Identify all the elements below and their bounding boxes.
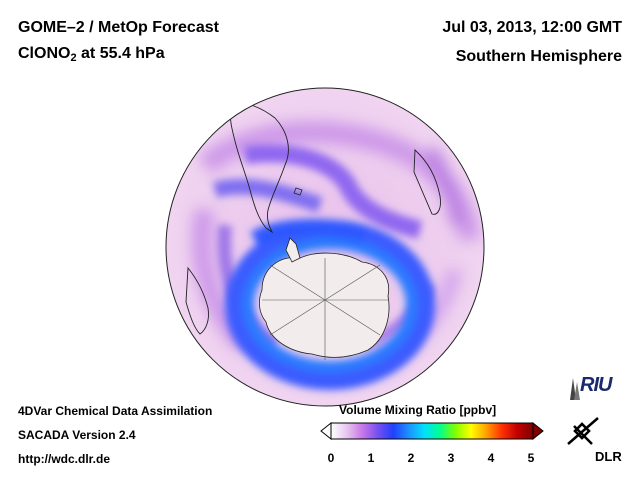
- product-title: GOME–2 / MetOp Forecast: [18, 19, 219, 36]
- globe-outline: [165, 87, 485, 407]
- pressure-level: at 55.4 hPa: [76, 45, 165, 62]
- dlr-logo-icon: [567, 417, 599, 445]
- footer-method: 4DVar Chemical Data Assimilation: [18, 404, 213, 418]
- colorbar-tick-label: 1: [367, 451, 375, 465]
- colorbar-tick-label: 4: [487, 451, 495, 465]
- south-america-outline: [229, 103, 289, 234]
- africa-outline: [413, 149, 441, 215]
- species-name: ClONO: [18, 45, 71, 62]
- colorbar-scale: [330, 422, 534, 440]
- colorbar-tick-label: 3: [447, 451, 455, 465]
- colorbar-tick-label: 5: [527, 451, 535, 465]
- footer-version: SACADA Version 2.4: [18, 428, 136, 442]
- species-level-title: ClONO2 at 55.4 hPa: [18, 45, 165, 64]
- colorbar-tick-label: 0: [327, 451, 335, 465]
- riu-logo-text: RIU: [580, 374, 612, 396]
- island-outline: [293, 187, 303, 196]
- species-subscript: 2: [70, 52, 77, 64]
- australia-outline: [185, 266, 209, 335]
- region-label: Southern Hemisphere: [455, 48, 622, 65]
- antarctica-landmass: [258, 252, 390, 358]
- vmr-polar-ring: [225, 219, 435, 390]
- antarctic-peninsula: [285, 237, 301, 263]
- colorbar-title: Volume Mixing Ratio [ppbv]: [339, 403, 497, 417]
- colorbar-max-arrow: [532, 421, 544, 441]
- colorbar: [320, 421, 544, 441]
- dlr-logo-text: DLR: [595, 449, 622, 464]
- footer-url[interactable]: http://wdc.dlr.de: [18, 452, 110, 466]
- forecast-date: Jul 03, 2013, 12:00 GMT: [442, 19, 622, 36]
- meridian-grid: [262, 258, 388, 360]
- globe-field: [166, 88, 484, 406]
- colorbar-min-arrow: [320, 421, 332, 441]
- riu-logo-icon: [570, 378, 580, 400]
- colorbar-tick-label: 2: [407, 451, 415, 465]
